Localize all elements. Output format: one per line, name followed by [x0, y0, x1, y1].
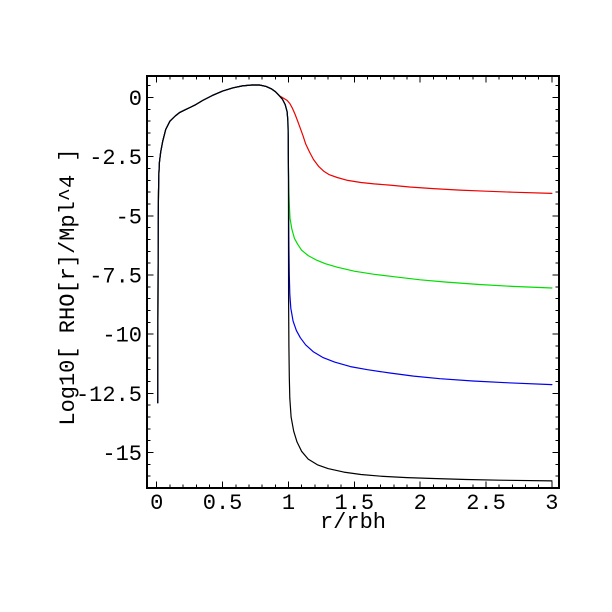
- tick-labels: 0 0.5 1 1.5 2 2.5 3 0 -2.5 -5 -7.5 -10 -12.5 -15: [76, 87, 559, 516]
- y-tick-label: -15: [102, 442, 142, 467]
- x-tick-label: 1.5: [334, 491, 374, 516]
- y-tick-label: -7.5: [89, 265, 142, 290]
- y-tick-label: 0: [129, 87, 142, 112]
- x-tick-label: 0.5: [203, 491, 243, 516]
- series-blue-curve: [157, 84, 553, 404]
- x-axis-label: r/rbh: [320, 510, 386, 535]
- series-black-curve: [157, 84, 553, 482]
- axis-ticks: [147, 76, 559, 488]
- x-tick-label: 0: [150, 491, 163, 516]
- y-axis-label: Log10[ RHO[r]/Mpl^4 ]: [56, 148, 81, 425]
- x-tick-label: 2.5: [466, 491, 506, 516]
- y-tick-label: -2.5: [89, 146, 142, 171]
- x-tick-label: 2: [414, 491, 427, 516]
- series-green-curve: [157, 84, 553, 404]
- y-tick-label: -10: [102, 324, 142, 349]
- series-red-curve: [157, 84, 553, 404]
- x-tick-label: 3: [545, 491, 558, 516]
- y-tick-label: -12.5: [76, 383, 142, 408]
- x-tick-label: 1: [282, 491, 295, 516]
- y-tick-label: -5: [116, 205, 142, 230]
- plot-frame: [146, 75, 560, 489]
